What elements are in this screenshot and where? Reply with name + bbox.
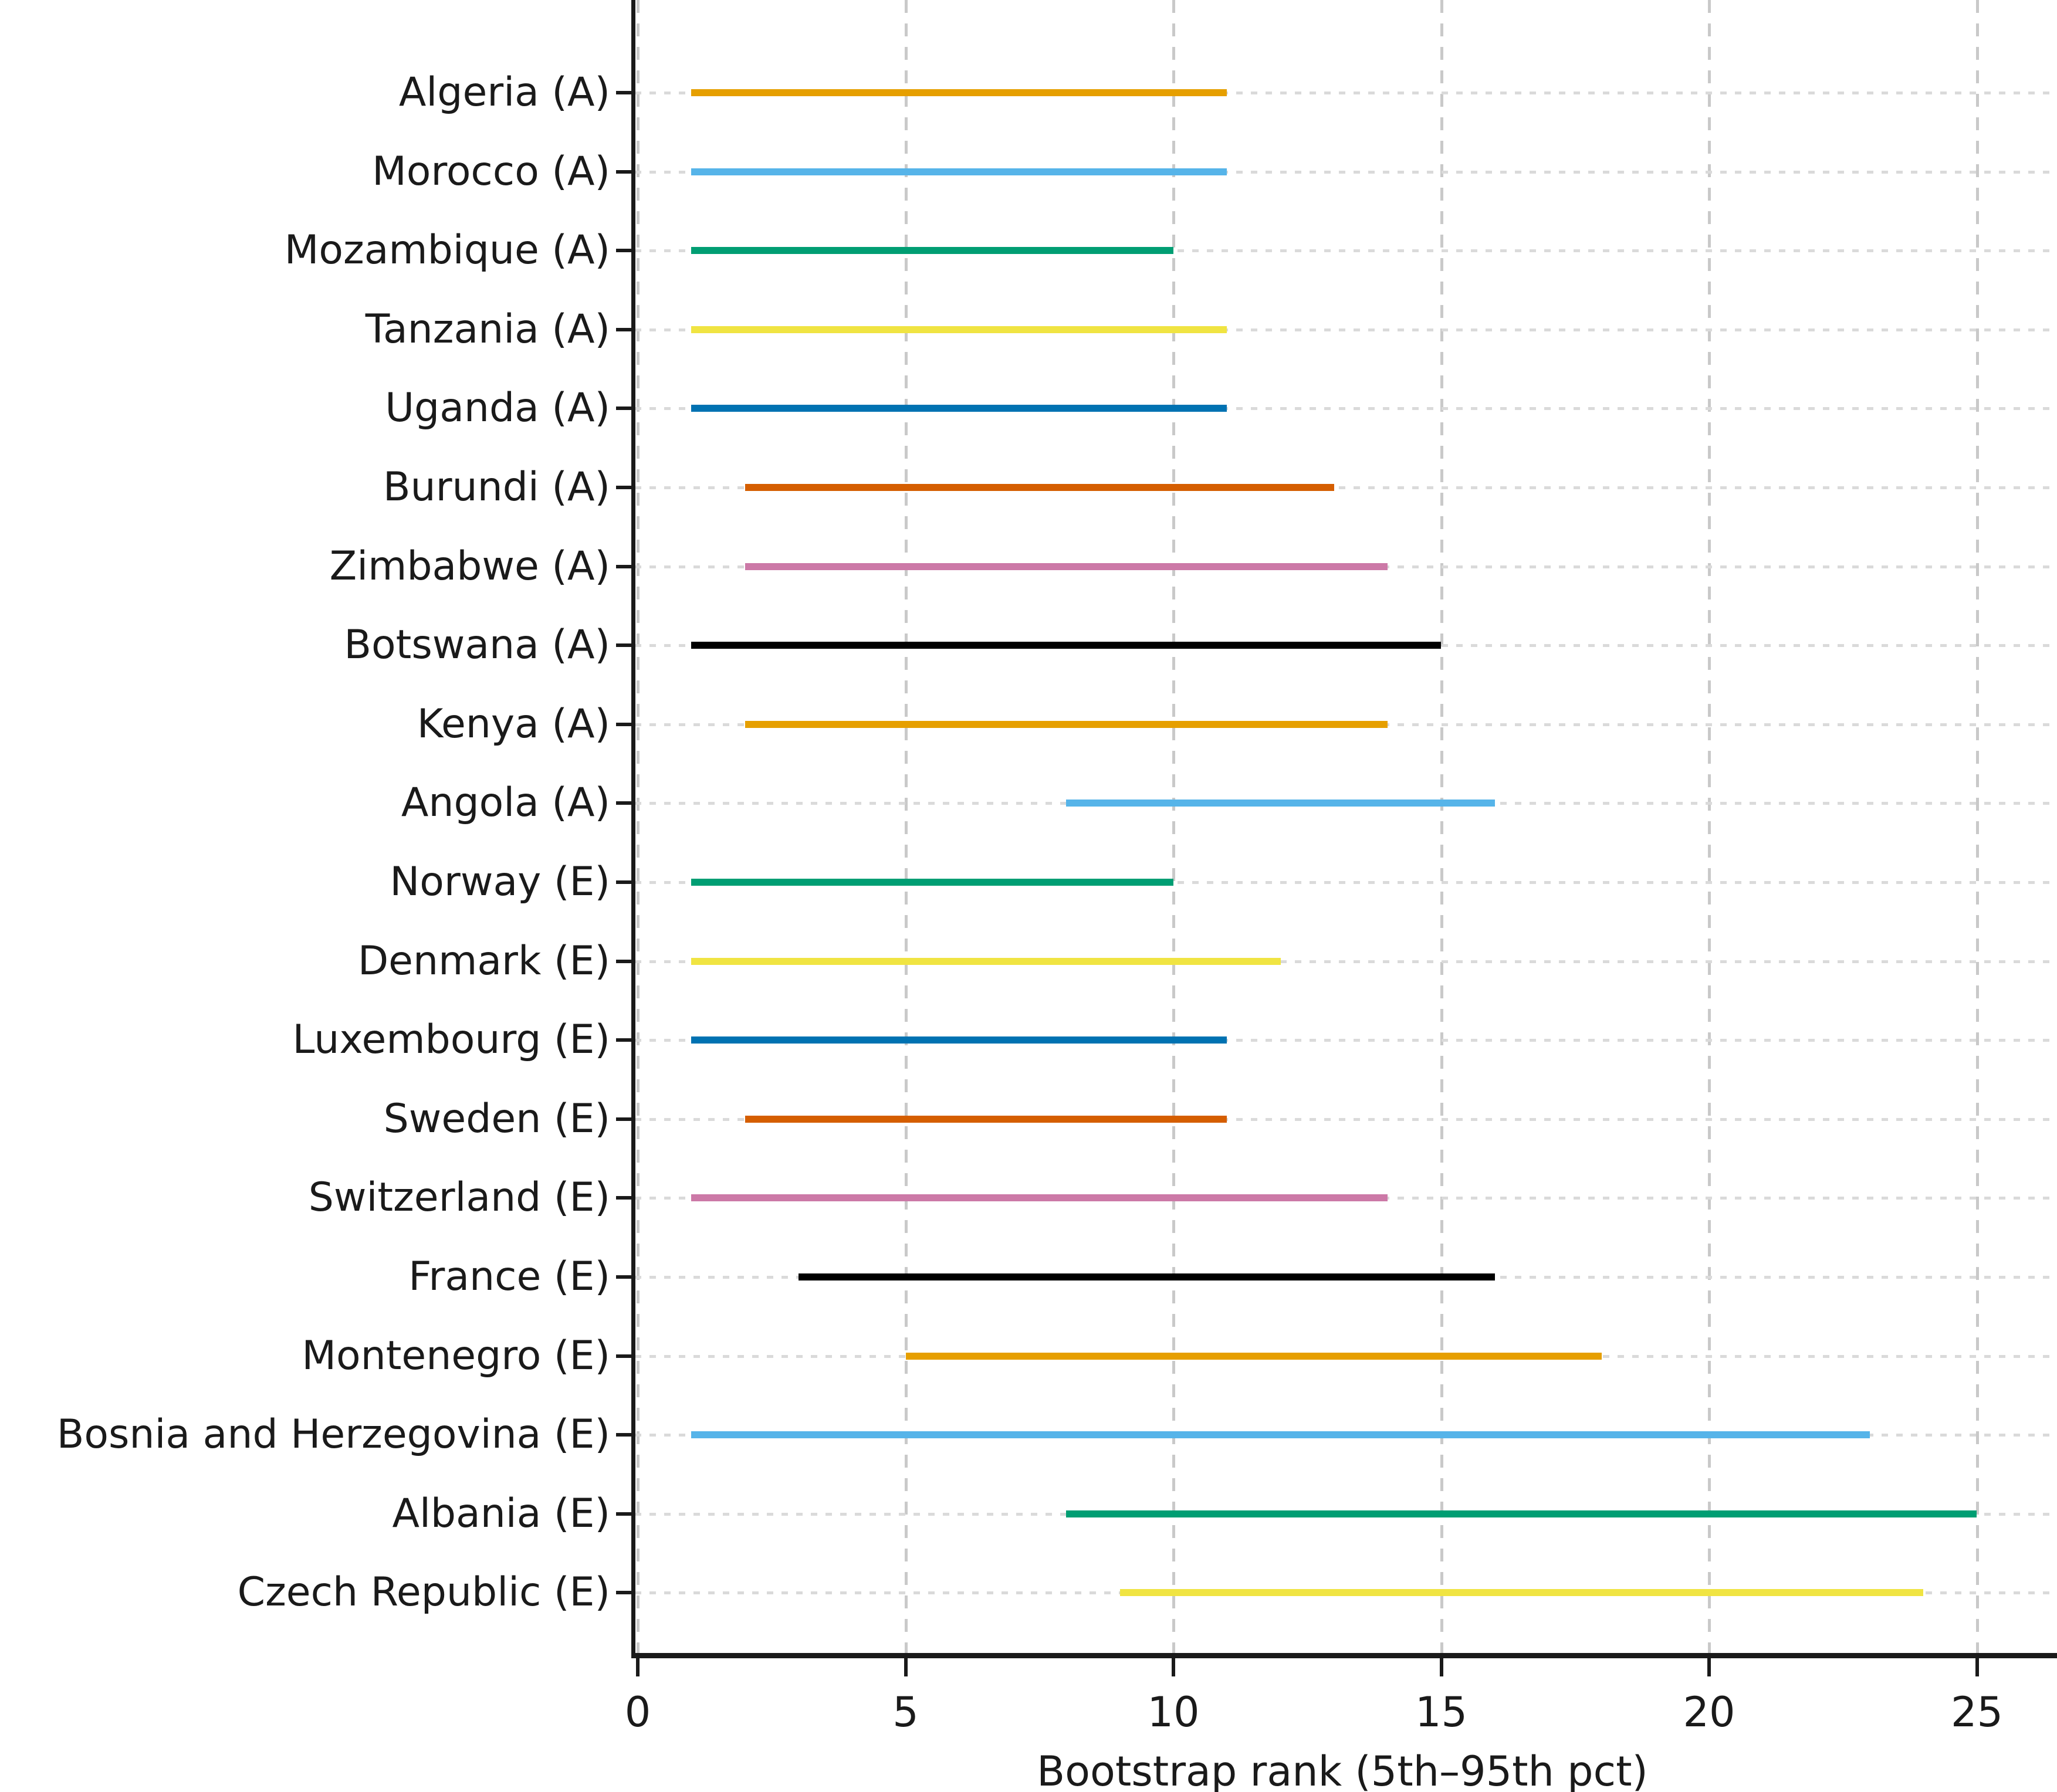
y-tick-mark	[616, 1433, 631, 1437]
range-line	[691, 326, 1227, 333]
range-line	[798, 1273, 1495, 1281]
y-tick-mark	[616, 327, 631, 331]
y-gridline	[635, 92, 2053, 94]
range-line	[745, 484, 1334, 491]
range-line	[691, 957, 1281, 965]
category-label: Mozambique (A)	[284, 227, 610, 274]
y-tick-mark	[616, 1117, 631, 1121]
y-tick-mark	[616, 880, 631, 884]
category-label: Switzerland (E)	[308, 1174, 610, 1221]
y-gridline	[635, 1117, 2053, 1121]
x-tick-mark	[1172, 1658, 1175, 1676]
y-tick-mark	[616, 1275, 631, 1279]
category-label: Tanzania (A)	[365, 306, 610, 353]
y-tick-mark	[616, 1354, 631, 1358]
y-gridline	[635, 407, 2053, 411]
x-tick-mark	[636, 1658, 640, 1676]
x-gridline	[1440, 0, 1443, 1655]
x-tick-label: 5	[892, 1688, 919, 1736]
y-tick-mark	[616, 1196, 631, 1200]
x-gridline	[1975, 0, 1979, 1655]
range-line	[691, 89, 1227, 96]
category-label: Albania (E)	[392, 1490, 610, 1537]
category-label: Bosnia and Herzegovina (E)	[56, 1411, 610, 1458]
x-tick-mark	[904, 1658, 908, 1676]
range-line	[691, 1194, 1388, 1202]
y-tick-mark	[616, 643, 631, 648]
y-gridline	[635, 170, 2053, 174]
category-label: Montenegro (E)	[302, 1332, 610, 1379]
x-tick-label: 0	[624, 1688, 651, 1736]
x-tick-mark	[1707, 1658, 1711, 1676]
x-tick-label: 10	[1147, 1688, 1200, 1736]
category-label: Denmark (E)	[357, 937, 610, 984]
x-gridline	[637, 0, 640, 1655]
category-label: Burundi (A)	[383, 464, 610, 510]
y-tick-mark	[616, 959, 631, 963]
category-label: Algeria (A)	[398, 69, 610, 116]
y-tick-mark	[616, 486, 631, 489]
range-line	[691, 1036, 1227, 1044]
x-tick-label: 15	[1415, 1688, 1468, 1736]
y-gridline	[635, 881, 2053, 884]
y-tick-mark	[616, 1512, 631, 1516]
category-label: Czech Republic (E)	[237, 1569, 610, 1616]
category-label: Kenya (A)	[417, 700, 610, 747]
x-tick-mark	[1975, 1658, 1979, 1676]
y-tick-mark	[616, 564, 631, 568]
range-line	[691, 247, 1173, 255]
y-gridline	[635, 960, 2053, 963]
x-tick-label: 25	[1950, 1688, 2004, 1736]
x-axis-spine	[631, 1653, 2057, 1658]
y-axis-spine	[631, 0, 635, 1658]
y-tick-mark	[616, 722, 631, 726]
y-gridline	[635, 1039, 2053, 1042]
y-tick-mark	[616, 406, 631, 411]
y-tick-mark	[616, 1591, 631, 1595]
range-line	[691, 642, 1442, 649]
x-tick-mark	[1439, 1658, 1443, 1676]
range-line	[745, 563, 1388, 570]
category-label: Botswana (A)	[344, 622, 610, 669]
x-gridline	[1708, 0, 1711, 1655]
category-label: Morocco (A)	[372, 148, 610, 195]
x-gridline	[904, 0, 908, 1655]
y-gridline	[635, 328, 2053, 331]
y-gridline	[635, 486, 2053, 489]
range-line	[691, 405, 1227, 412]
range-line	[1066, 1510, 1977, 1517]
y-tick-mark	[616, 801, 631, 805]
range-line	[1119, 1589, 1924, 1597]
range-line	[1066, 800, 1495, 807]
category-label: Sweden (E)	[383, 1095, 610, 1142]
category-label: Uganda (A)	[385, 385, 610, 432]
category-label: Norway (E)	[390, 859, 610, 905]
category-label: Luxembourg (E)	[292, 1017, 610, 1063]
range-line	[691, 168, 1227, 175]
y-tick-mark	[616, 1038, 631, 1042]
category-label: France (E)	[408, 1254, 610, 1300]
range-line	[691, 879, 1173, 886]
x-axis-title: Bootstrap rank (5th–95th pct)	[1037, 1747, 1648, 1792]
y-tick-mark	[616, 91, 631, 94]
category-label: Zimbabwe (A)	[329, 543, 610, 590]
y-tick-mark	[616, 249, 631, 253]
x-tick-label: 20	[1683, 1688, 1735, 1736]
y-tick-mark	[616, 170, 631, 174]
category-label: Angola (A)	[401, 780, 610, 826]
range-line	[691, 1431, 1870, 1439]
range-line	[745, 1115, 1227, 1123]
range-line	[905, 1352, 1602, 1360]
range-line	[745, 720, 1388, 728]
y-gridline	[635, 249, 2053, 253]
x-gridline	[1172, 0, 1175, 1655]
